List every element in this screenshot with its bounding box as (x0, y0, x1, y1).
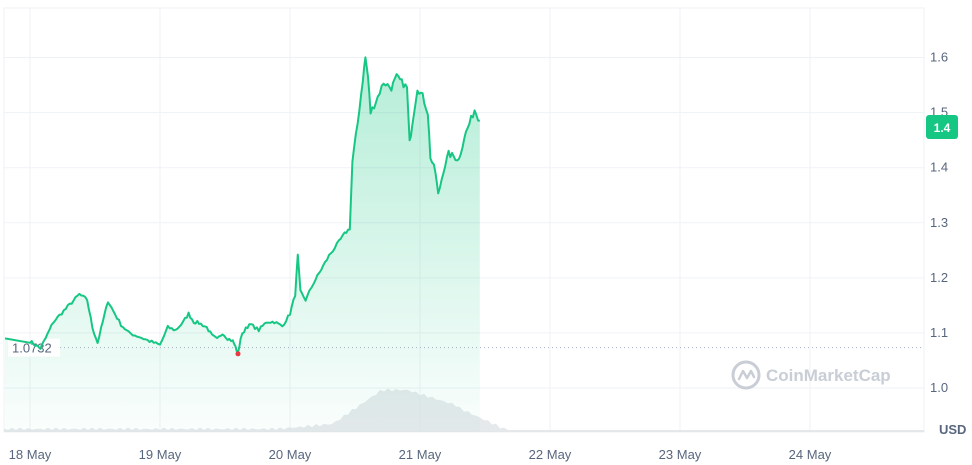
y-axis: 1.01.11.21.31.41.51.6 (930, 50, 948, 395)
y-tick-label: 1.0 (930, 380, 948, 395)
current-price-badge-bg (926, 115, 958, 139)
x-tick-label: 20 May (269, 447, 312, 462)
low-point-marker (235, 351, 241, 357)
price-area (5, 57, 480, 433)
price-line (4, 56, 481, 354)
x-tick-label: 23 May (659, 447, 702, 462)
coinmarketcap-logo-icon (731, 360, 761, 390)
y-tick-label: 1.4 (930, 160, 948, 175)
current-price-value: 1.4 (934, 121, 951, 135)
current-price-badge: 1.4 (926, 115, 958, 139)
x-axis: 18 May 19 May 20 May 21 May 22 May 23 May 24 M… (9, 447, 832, 462)
x-tick-label: 22 May (529, 447, 572, 462)
y-tick-label: 1.3 (930, 215, 948, 230)
x-tick-label: 24 May (789, 447, 832, 462)
price-area-fill (5, 57, 480, 433)
price-line-group (4, 56, 481, 357)
currency-unit-label: USD (939, 422, 966, 437)
x-tick-label: 19 May (139, 447, 182, 462)
watermark: CoinMarketCap (731, 360, 891, 390)
x-tick-label: 18 May (9, 447, 52, 462)
y-tick-label: 1.2 (930, 270, 948, 285)
baseline-label-bg (8, 338, 60, 357)
y-tick-label: 1.1 (930, 325, 948, 340)
watermark-text: CoinMarketCap (766, 366, 891, 385)
y-tick-label: 1.6 (930, 50, 948, 65)
x-tick-label: 21 May (399, 447, 442, 462)
